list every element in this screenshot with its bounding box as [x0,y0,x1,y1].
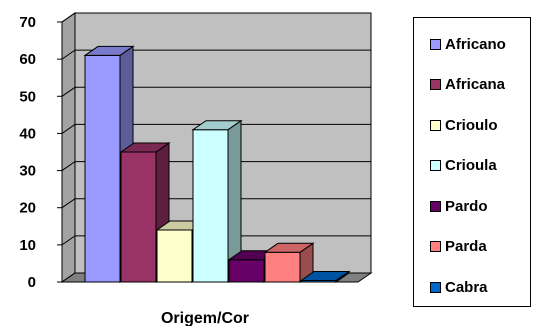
legend-swatch [430,241,441,252]
bar-front [192,129,229,283]
bar-top [299,271,351,281]
legend-label: Crioula [445,157,497,174]
legend-label: Pardo [445,197,488,215]
legend-label: Crioulo [445,116,498,134]
x-axis-label: Origem/Cor [161,310,249,326]
bar-front [120,151,157,283]
gridline [61,86,371,97]
legend-item: Crioulo [430,116,498,134]
bar [191,119,243,283]
y-tick-label: 30 [19,163,36,180]
gridline [61,198,371,209]
legend-swatch [430,79,441,90]
y-tick-label: 40 [19,125,36,142]
y-tick-label: 70 [19,14,36,31]
legend: Africano Africana Crioulo Crioula Pardo Parda… [413,17,531,307]
y-tick-label: 50 [19,88,36,105]
legend-label: Cabra [445,278,488,296]
y-tick-label: 0 [28,274,36,291]
gridline [61,235,371,246]
legend-swatch [430,160,441,171]
gridline [61,161,371,171]
bar-front [84,54,121,283]
y-tick-label: 20 [19,200,36,217]
bar-top [263,242,315,253]
bar-top [83,45,135,56]
legend-item: Africano [430,35,506,53]
legend-swatch [430,200,441,212]
bar-top [191,120,243,131]
legend-swatch [430,281,441,293]
legend-item: Cabra [430,278,488,296]
legend-item: Africana [430,76,506,93]
legend-item: Crioula [430,157,497,174]
legend-label: Parda [445,238,487,255]
legend-swatch [430,119,441,131]
bar-front [264,251,301,283]
plot-side-wall [61,12,76,283]
gridline [61,12,371,23]
bar [299,270,351,283]
legend-swatch [430,38,441,50]
bar-front [156,229,193,283]
bar-top [119,142,171,153]
bar [263,242,315,283]
legend-label: Africano [445,35,506,53]
y-tick-label: 10 [19,237,36,254]
legend-label: Africana [445,76,506,93]
gridline [61,49,371,60]
gridline [61,123,371,134]
bar-front [228,259,265,283]
y-tick-label: 60 [19,51,36,68]
legend-item: Parda [430,238,487,255]
legend-item: Pardo [430,197,488,215]
